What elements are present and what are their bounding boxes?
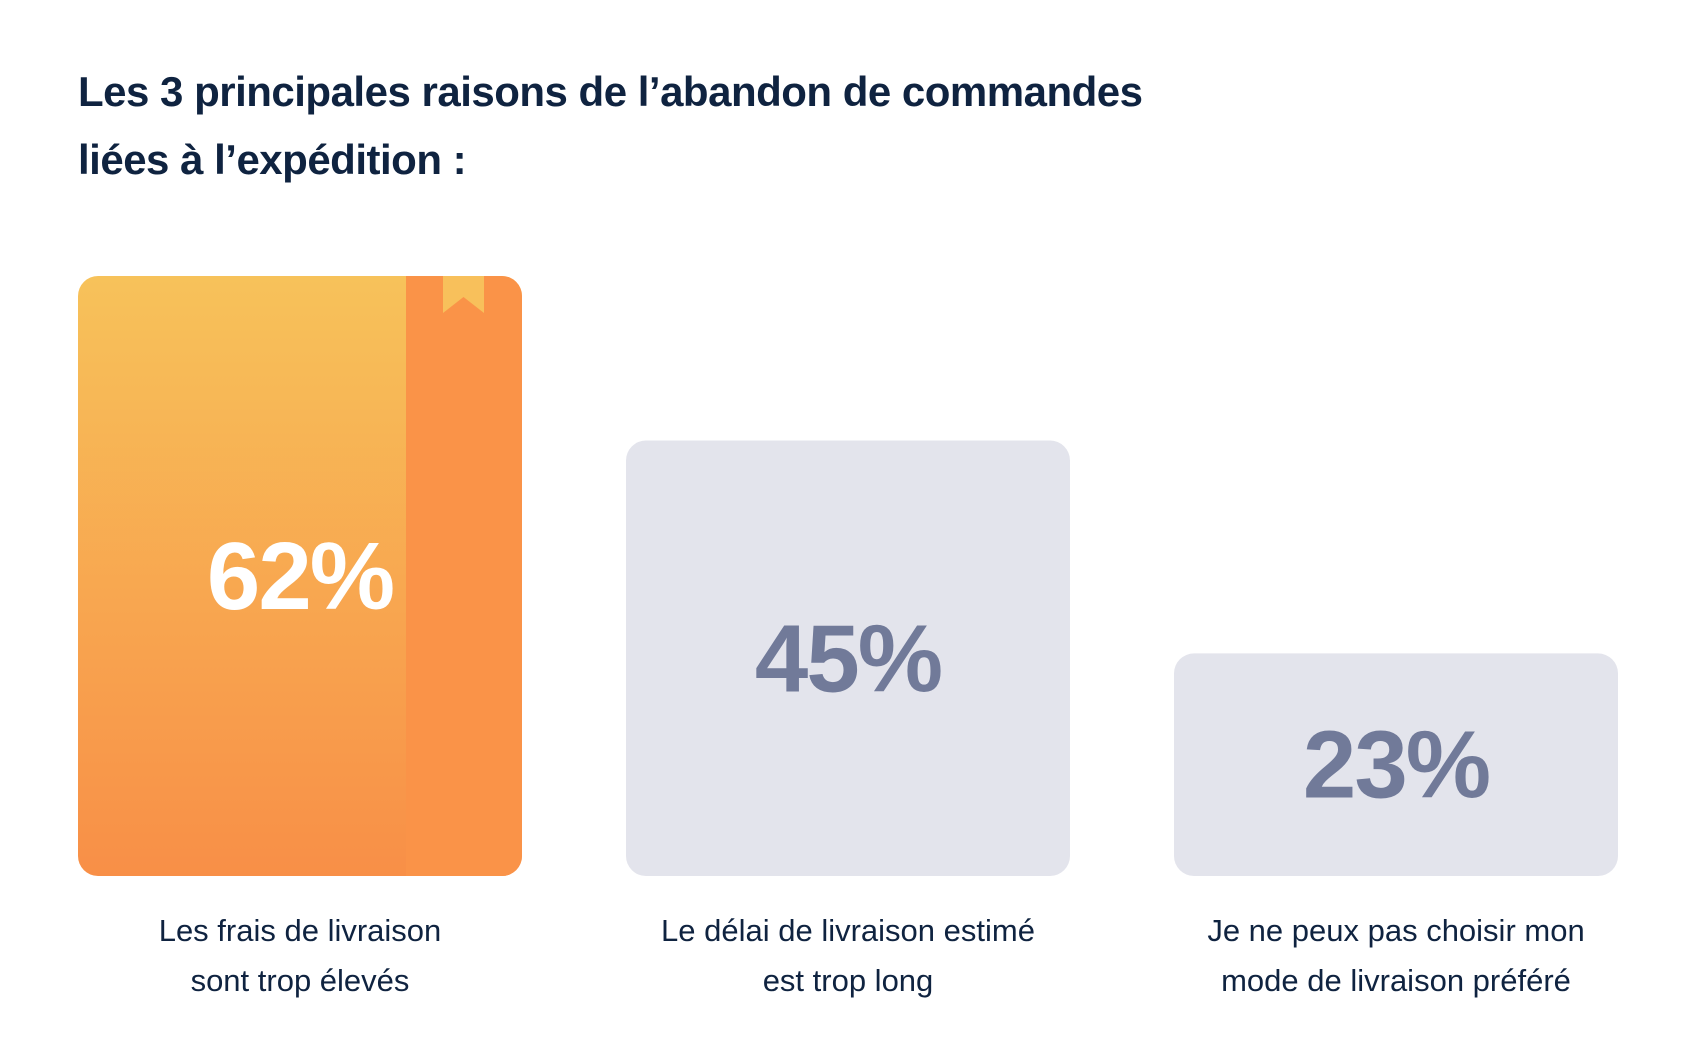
bar-group: 23% — [1174, 653, 1618, 876]
bar — [1174, 653, 1618, 876]
category-label: Les frais de livraison sont trop élevés — [78, 906, 522, 1006]
bookmark-icon — [406, 276, 522, 876]
bookmark-ribbon — [443, 276, 484, 313]
category-label-line: est trop long — [762, 963, 934, 998]
chart-title-line-2: liées à l’expédition : — [78, 136, 467, 183]
category-label-line: mode de livraison préféré — [1221, 963, 1571, 998]
bar-group: 45% — [626, 440, 1070, 876]
bar-value-label: 62% — [207, 523, 393, 630]
chart-title: Les 3 principales raisons de l’abandon d… — [78, 58, 1478, 194]
bar — [626, 440, 1070, 876]
bar-group: 62% — [78, 276, 522, 876]
chart-title-line-1: Les 3 principales raisons de l’abandon d… — [78, 68, 1143, 115]
category-label-line: Les frais de livraison — [158, 913, 442, 948]
category-label-line: Le délai de livraison estimé — [661, 913, 1035, 948]
bar-value-label: 23% — [1303, 712, 1489, 819]
category-label: Le délai de livraison estimé est trop lo… — [626, 906, 1070, 1006]
category-label-line: sont trop élevés — [190, 963, 410, 998]
category-label: Je ne peux pas choisir mon mode de livra… — [1174, 906, 1618, 1006]
category-label-line: Je ne peux pas choisir mon — [1207, 913, 1585, 948]
bar-value-label: 45% — [755, 605, 941, 712]
bookmark-spine — [406, 276, 522, 876]
